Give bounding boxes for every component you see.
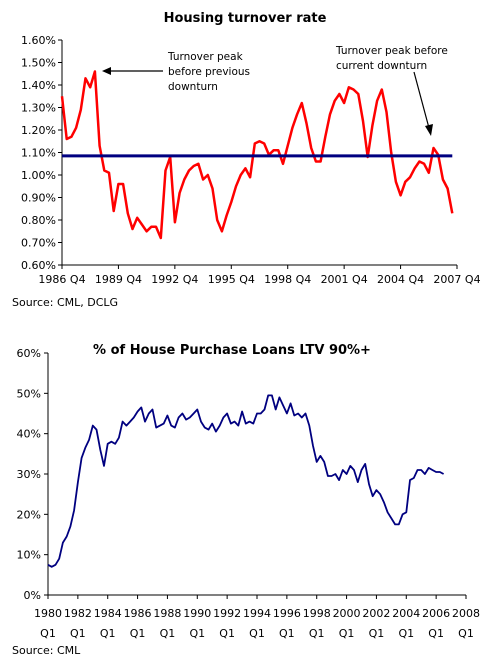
chart1-x-tick-label: 1989 Q4 [95, 273, 142, 286]
chart1-x-tick-label: 2004 Q4 [377, 273, 424, 286]
chart2-x-tick-year: 1986 [124, 607, 152, 620]
chart2-x-tick-year: 1998 [303, 607, 331, 620]
chart2-y-tick-label: 0% [24, 589, 41, 602]
chart1-annotation-2-arrowhead [425, 124, 433, 136]
chart2-y-tick-label: 60% [17, 347, 41, 360]
chart2-x-tick-quarter: Q1 [428, 627, 444, 640]
chart2-series-ltv-line [47, 394, 445, 568]
chart1-x-tick-label: 1995 Q4 [208, 273, 255, 286]
chart1-y-tick-label: 1.60% [21, 34, 56, 47]
chart2-x-tick-year: 2006 [422, 607, 450, 620]
chart2-x-tick-quarter: Q1 [130, 627, 146, 640]
chart2-x-tick-year: 2004 [392, 607, 420, 620]
chart1-annotation-1-text: before previous [168, 66, 250, 78]
chart2-x-tick-quarter: Q1 [189, 627, 205, 640]
chart1-y-tick-label: 1.30% [21, 102, 56, 115]
chart2-x-tick-quarter: Q1 [100, 627, 116, 640]
chart1-y-tick-label: 0.70% [21, 237, 56, 250]
chart2-x-tick-quarter: Q1 [160, 627, 176, 640]
chart2-y-tick-label: 10% [17, 549, 41, 562]
chart1-y-tick-label: 0.60% [21, 259, 56, 272]
chart1-x-tick-label: 1986 Q4 [38, 273, 85, 286]
chart1-y-tick-label: 0.90% [21, 192, 56, 205]
chart1-y-tick-label: 1.40% [21, 79, 56, 92]
chart2-x-tick-quarter: Q1 [219, 627, 235, 640]
chart1-y-tick-label: 0.80% [21, 214, 56, 227]
chart2-title: % of House Purchase Loans LTV 90%+ [93, 343, 371, 358]
chart2-y-tick-label: 40% [17, 428, 41, 441]
chart1-series-turnover-line [60, 70, 454, 240]
chart1-y-tick-label: 1.00% [21, 169, 56, 182]
chart1-x-tick-label: 1992 Q4 [151, 273, 198, 286]
chart1-annotation-2-arrow [413, 71, 430, 129]
chart1-y-tick-label: 1.10% [21, 147, 56, 160]
chart2-x-tick-quarter: Q1 [249, 627, 265, 640]
chart2-x-tick-quarter: Q1 [369, 627, 385, 640]
chart2-x-tick-year: 1984 [94, 607, 122, 620]
chart1-x-tick-label: 1998 Q4 [264, 273, 311, 286]
chart2-x-tick-year: 1988 [153, 607, 181, 620]
chart1-annotation-2-text: Turnover peak before [335, 45, 448, 57]
chart2-source: Source: CML [12, 644, 81, 657]
chart1-annotation-2-text: current downturn [336, 60, 427, 72]
chart1-annotation-1-arrowhead [102, 67, 111, 75]
chart2-y-tick-label: 20% [17, 508, 41, 521]
chart1-y-tick-label: 1.20% [21, 124, 56, 137]
chart2-x-tick-quarter: Q1 [309, 627, 325, 640]
chart2-x-tick-year: 1992 [213, 607, 241, 620]
chart2-x-tick-quarter: Q1 [398, 627, 414, 640]
chart1-annotation-1-text: downturn [168, 81, 218, 93]
chart2-x-tick-year: 1982 [64, 607, 92, 620]
chart1-x-tick-label: 2007 Q4 [433, 273, 480, 286]
chart2-x-tick-quarter: Q1 [70, 627, 86, 640]
chart2-y-tick-label: 30% [17, 468, 41, 481]
chart2-x-tick-quarter: Q1 [339, 627, 355, 640]
chart2-x-tick-quarter: Q1 [279, 627, 295, 640]
chart1-x-tick-label: 2001 Q4 [321, 273, 368, 286]
chart2-x-tick-year: 1996 [273, 607, 301, 620]
chart1-annotation-1-text: Turnover peak [167, 51, 244, 63]
chart2-x-tick-quarter: Q1 [458, 627, 474, 640]
chart2-y-tick-label: 50% [17, 387, 41, 400]
chart2-x-tick-year: 2002 [362, 607, 390, 620]
chart1-title: Housing turnover rate [164, 11, 327, 26]
chart1-source: Source: CML, DCLG [12, 296, 118, 309]
chart2-x-tick-year: 1980 [34, 607, 62, 620]
chart2-x-tick-quarter: Q1 [40, 627, 56, 640]
chart2-x-tick-year: 1990 [183, 607, 211, 620]
chart1-y-tick-label: 1.50% [21, 57, 56, 70]
chart2-x-tick-year: 1994 [243, 607, 271, 620]
chart2-x-tick-year: 2000 [333, 607, 361, 620]
chart2-x-tick-year: 2008 [452, 607, 480, 620]
